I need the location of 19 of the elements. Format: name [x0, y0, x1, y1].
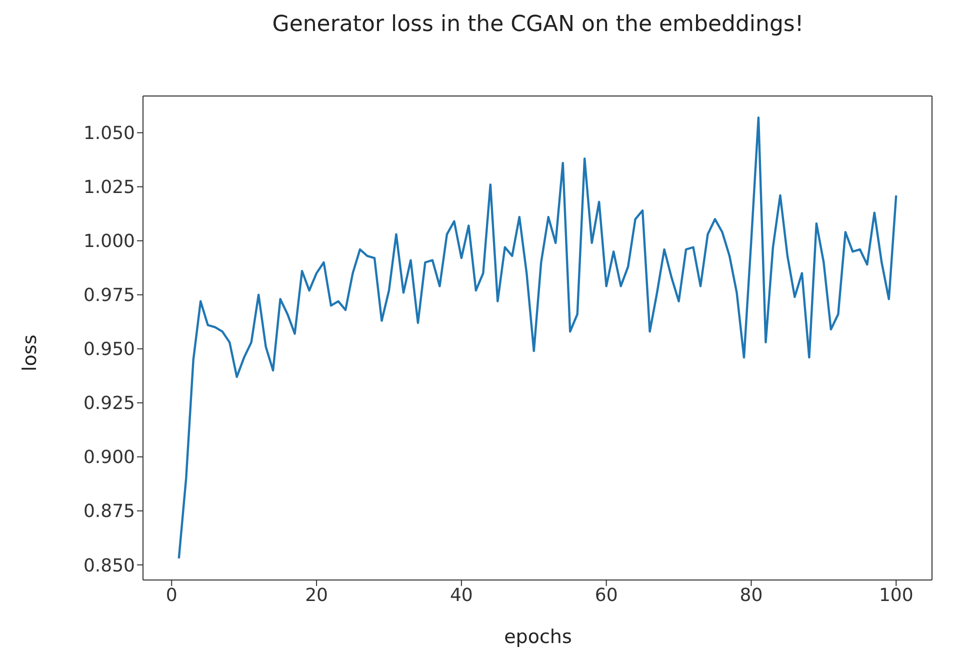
x-tick-label: 60 — [594, 584, 618, 606]
x-tick-label: 0 — [166, 584, 178, 606]
y-tick-label: 1.000 — [83, 231, 135, 252]
y-tick-label: 0.975 — [83, 285, 135, 306]
y-tick-label: 0.900 — [83, 447, 135, 468]
x-axis-title: epochs — [503, 626, 573, 648]
x-tick-label: 20 — [305, 584, 328, 606]
line-series — [178, 116, 898, 560]
y-tick-label: 1.050 — [83, 123, 135, 144]
y-tick-label: 0.925 — [83, 393, 135, 414]
y-tick-label: 0.950 — [83, 339, 135, 360]
x-tick-label: 80 — [740, 584, 763, 606]
x-tick-label: 100 — [878, 584, 914, 606]
y-tick-label: 0.850 — [83, 555, 135, 576]
y-axis-title: loss — [19, 334, 41, 373]
x-tick-label: 40 — [450, 584, 473, 606]
y-tick-label: 0.875 — [83, 501, 135, 522]
y-tick-label: 1.025 — [83, 177, 135, 198]
chart-title: Generator loss in the CGAN on the embeddings! — [271, 12, 805, 37]
